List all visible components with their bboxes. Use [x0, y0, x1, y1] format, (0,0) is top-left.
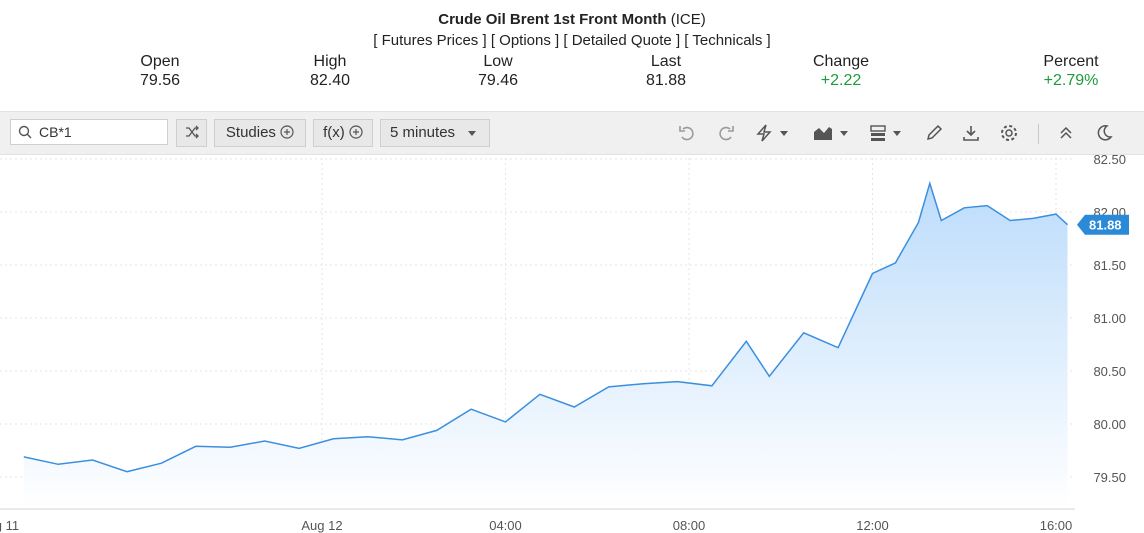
low-value: 79.46: [477, 72, 519, 89]
undo-icon[interactable]: [677, 123, 697, 143]
y-tick-label: 80.00: [1093, 417, 1126, 432]
instrument-name: Crude Oil Brent 1st Front Month: [438, 11, 667, 28]
y-tick-label: 81.00: [1093, 311, 1126, 326]
plus-circle-icon: [280, 124, 294, 141]
x-tick-label: Aug 12: [301, 518, 342, 533]
x-tick-label: Aug 11: [0, 518, 19, 533]
interval-value: 5 minutes: [390, 124, 456, 141]
x-tick-label: 04:00: [489, 518, 522, 533]
pencil-icon[interactable]: [924, 123, 944, 143]
quote-high: High 82.40: [290, 52, 370, 90]
quote-low: Low 79.46: [458, 52, 538, 90]
link-futures-prices[interactable]: [ Futures Prices ]: [373, 32, 487, 49]
exchange-name: (ICE): [670, 11, 706, 28]
studies-button[interactable]: Studies: [214, 119, 306, 147]
price-area: [23, 183, 1068, 509]
x-tick-label: 16:00: [1040, 518, 1073, 533]
caret-down-icon: [467, 120, 477, 155]
link-detailed-quote[interactable]: [ Detailed Quote ]: [563, 32, 681, 49]
layout-menu[interactable]: [868, 123, 906, 143]
area-chart-icon: [814, 127, 832, 140]
redo-icon[interactable]: [716, 123, 736, 143]
shuffle-icon: [184, 124, 200, 141]
price-line: [23, 180, 1069, 473]
link-technicals[interactable]: [ Technicals ]: [684, 32, 771, 49]
gear-icon[interactable]: [999, 123, 1019, 143]
symbol-search-input[interactable]: CB*1: [10, 119, 168, 145]
open-label: Open: [140, 53, 180, 70]
plus-circle-icon: [349, 124, 363, 141]
change-value: +2.22: [820, 72, 862, 89]
low-label: Low: [483, 53, 513, 70]
function-label: f(x): [323, 124, 345, 141]
events-menu[interactable]: [754, 123, 790, 143]
chart-toolbar: CB*1 Studies f(x) 5 minutes: [0, 111, 1144, 155]
y-tick-label: 81.50: [1093, 258, 1126, 273]
moon-icon[interactable]: [1094, 123, 1114, 143]
quote-last: Last 81.88: [626, 52, 706, 90]
quote-links: [ Futures Prices ] [ Options ] [ Detaile…: [0, 32, 1144, 49]
studies-label: Studies: [225, 124, 276, 141]
high-value: 82.40: [309, 72, 351, 89]
download-icon[interactable]: [961, 123, 981, 143]
y-tick-label: 82.50: [1093, 153, 1126, 167]
symbol-value: CB*1: [39, 124, 72, 140]
quote-percent: Percent +2.79%: [1026, 52, 1116, 90]
x-tick-label: 08:00: [673, 518, 706, 533]
collapse-icon[interactable]: [1056, 123, 1076, 143]
interval-select[interactable]: 5 minutes: [380, 119, 490, 147]
x-axis: Aug 11 Aug 12 04:00 08:00 12:00 16:00: [0, 518, 1072, 533]
quote-open: Open 79.56: [120, 52, 200, 90]
last-price-badge-shape: [1077, 214, 1129, 235]
open-value: 79.56: [139, 72, 181, 89]
y-tick-label: 80.50: [1093, 364, 1126, 379]
lightning-icon: [756, 124, 772, 142]
layout-icon: [870, 125, 886, 141]
high-label: High: [313, 53, 347, 70]
last-label: Last: [650, 53, 682, 70]
last-value: 81.88: [645, 72, 687, 89]
last-price-badge: 81.88: [1077, 214, 1129, 235]
link-options[interactable]: [ Options ]: [490, 32, 560, 49]
function-button[interactable]: f(x): [313, 119, 373, 147]
last-price-label: 81.88: [1089, 218, 1122, 233]
search-icon: [18, 120, 32, 151]
chart-title: Crude Oil Brent 1st Front Month (ICE): [0, 11, 1144, 28]
y-tick-label: 79.50: [1093, 470, 1126, 485]
percent-label: Percent: [1043, 53, 1099, 70]
chart-type-menu[interactable]: [812, 123, 850, 143]
percent-value: +2.79%: [1043, 72, 1099, 89]
x-tick-label: 12:00: [856, 518, 889, 533]
toolbar-divider: [1038, 124, 1039, 144]
change-label: Change: [812, 53, 870, 70]
quote-change: Change +2.22: [796, 52, 886, 90]
compare-button[interactable]: [176, 119, 207, 147]
